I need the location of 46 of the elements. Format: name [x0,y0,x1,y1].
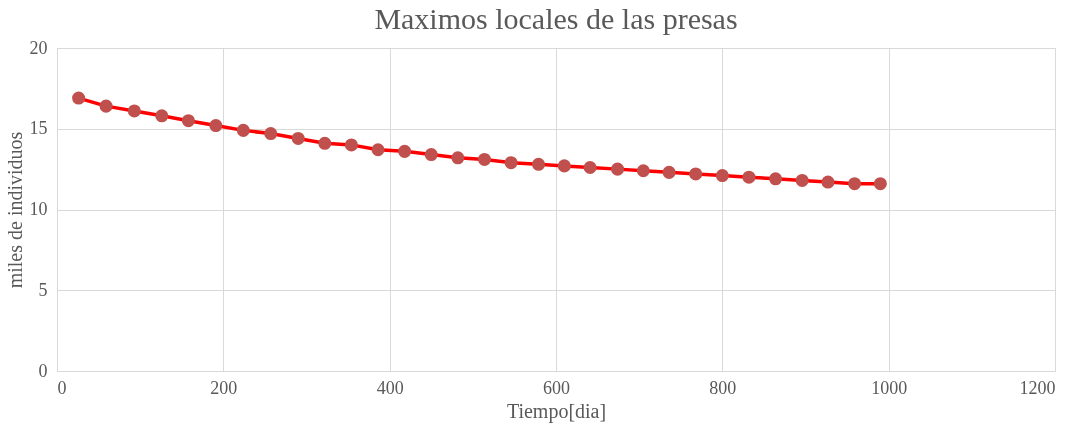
point [264,127,278,141]
y-tick-label: 15 [29,118,48,139]
x-tick-label: 1000 [871,377,908,398]
point [371,143,385,157]
point [795,173,809,187]
point [72,91,86,105]
x-tick-label: 0 [57,377,67,398]
point [477,152,491,166]
point [532,157,546,171]
point [318,136,332,150]
point [611,162,625,176]
point [181,114,195,128]
point [127,104,141,118]
y-axis-title: miles de individuos [3,131,26,289]
point [504,156,518,170]
point [209,119,223,133]
point [99,99,113,113]
x-axis-title: Tiempo[dia] [506,399,607,423]
point [424,148,438,162]
point [689,167,703,181]
y-tick-label: 0 [38,360,48,381]
x-tick-label: 1200 [1019,377,1056,398]
point [715,169,729,183]
x-tick-label: 400 [376,377,404,398]
point [873,177,887,191]
point [583,161,597,175]
x-tick-label: 200 [210,377,238,398]
x-tick-label: 600 [543,377,570,398]
point [236,123,250,137]
point [344,138,358,152]
point [155,109,169,123]
point [848,177,862,191]
point [742,170,756,184]
y-tick-label: 10 [29,199,48,219]
point [557,159,571,173]
x-tick-label: 800 [709,377,737,398]
chart-title: Maximos locales de las presas [374,2,738,35]
point [451,151,465,165]
point [291,131,305,145]
point [769,172,783,186]
point [821,175,835,189]
point [398,144,412,158]
point [636,164,650,178]
y-tick-label: 20 [29,37,48,58]
point [662,165,676,179]
y-tick-label: 5 [38,279,48,300]
